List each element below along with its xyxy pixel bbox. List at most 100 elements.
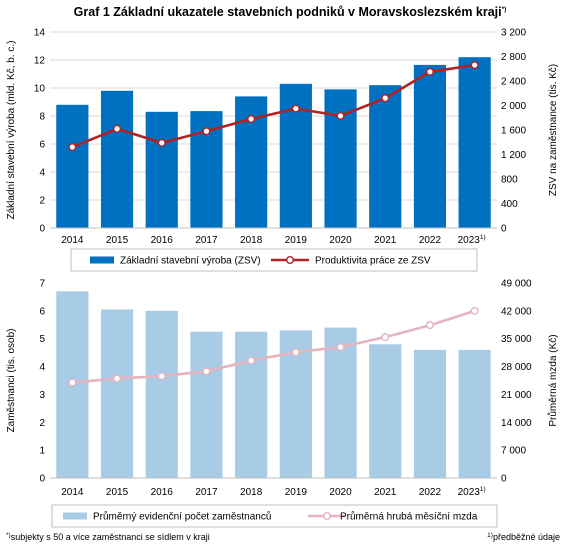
y-right-tick-label: 42 000 <box>501 306 532 317</box>
y-left-tick-label: 8 <box>39 112 45 123</box>
y-right-tick-label: 0 <box>501 474 507 485</box>
y-left-tick-label: 4 <box>39 168 45 179</box>
legend-box <box>51 504 498 528</box>
line-point <box>68 143 77 152</box>
bar <box>190 331 223 478</box>
x-tick-label: 2020 <box>329 235 352 246</box>
legend-bar-label: Průměrný evidenční počet zaměstnanců <box>93 511 271 523</box>
line-point <box>381 333 390 342</box>
legend-line-marker <box>323 512 332 521</box>
bar <box>458 57 491 229</box>
x-tick-label: 2017 <box>195 235 218 246</box>
x-tick-label: 2020 <box>329 487 352 498</box>
x-tick-label: 2018 <box>240 235 263 246</box>
y-left-tick-label: 1 <box>39 446 45 457</box>
line-point <box>425 321 434 330</box>
x-tick-label: 20231) <box>458 234 486 246</box>
x-tick-label: 2014 <box>61 487 84 498</box>
y-right-axis-title: ZSV na zaměstnance (tis. Kč) <box>548 64 559 196</box>
x-tick-label: 2016 <box>151 235 174 246</box>
legend-bar-swatch <box>90 256 114 264</box>
series-line <box>71 63 475 149</box>
y-right-tick-label: 800 <box>501 175 518 186</box>
y-left-tick-label: 14 <box>34 28 46 39</box>
x-tick-label: 2019 <box>285 487 308 498</box>
bar <box>369 85 402 228</box>
y-left-axis-title: Základní stavební výroba (mld. Kč, b. c.… <box>6 41 17 220</box>
y-right-tick-label: 7 000 <box>501 446 526 457</box>
x-tick-superscript: 1) <box>480 234 486 241</box>
line-point <box>157 372 166 381</box>
y-right-tick-label: 400 <box>501 199 518 210</box>
x-tick-label: 2021 <box>374 487 397 498</box>
y-right-tick-label: 0 <box>501 224 507 235</box>
x-tick-label: 2019 <box>285 235 308 246</box>
line-point <box>291 104 300 113</box>
y-left-tick-label: 10 <box>34 84 46 95</box>
bar <box>369 344 402 478</box>
y-left-tick-label: 6 <box>39 306 45 317</box>
legend-line-label: Průměrná hrubá měsíční mzda <box>340 511 478 523</box>
footnote-subjects: *)subjekty s 50 a více zaměstnanci se sí… <box>6 532 210 542</box>
x-tick-superscript: 1) <box>480 486 486 493</box>
y-right-tick-label: 35 000 <box>501 334 532 345</box>
x-tick-label: 2021 <box>374 235 397 246</box>
y-right-tick-label: 21 000 <box>501 390 532 401</box>
line-point <box>202 127 211 136</box>
legend-bar-label: Základní stavební výroba (ZSV) <box>120 256 261 267</box>
y-left-tick-label: 4 <box>39 362 45 373</box>
line-point <box>470 61 479 70</box>
line-point <box>113 374 122 383</box>
legend-line-marker <box>286 256 295 265</box>
bar <box>100 90 134 228</box>
y-left-tick-label: 6 <box>39 140 45 151</box>
x-tick-label: 2014 <box>61 235 84 246</box>
y-right-tick-label: 2 800 <box>501 52 526 63</box>
bar <box>56 104 89 228</box>
legend-bar-swatch <box>63 512 87 520</box>
bottom-chart-panel: 0 1 2 3 4 5 6 7 0 7 000 14 000 21 000 28 000 35 000 42… <box>6 279 559 528</box>
line-point <box>157 138 166 147</box>
bar <box>413 349 447 478</box>
x-tick-label: 2022 <box>419 235 442 246</box>
y-right-tick-label: 3 200 <box>501 28 526 39</box>
top-chart-panel: 0 2 4 6 8 10 12 14 0 400 800 1 200 1 600 2 000 2 400 2 … <box>6 28 559 272</box>
x-tick-label: 2016 <box>151 487 174 498</box>
x-tick-label: 2022 <box>419 487 442 498</box>
y-left-axis-title: Zaměstnanci (tis. osob) <box>6 329 17 433</box>
x-tick-label: 2017 <box>195 487 218 498</box>
y-right-tick-label: 49 000 <box>501 279 532 290</box>
x-tick-label: 2018 <box>240 487 263 498</box>
y-left-tick-label: 0 <box>39 474 45 485</box>
bar <box>324 327 357 478</box>
bar <box>100 309 134 478</box>
y-right-tick-label: 2 400 <box>501 77 526 88</box>
x-tick-label: 20231) <box>458 486 486 498</box>
bar <box>145 310 178 478</box>
y-right-axis-title: Průměrná mzda (Kč) <box>547 334 559 426</box>
y-left-tick-label: 5 <box>39 334 45 345</box>
y-left-tick-label: 2 <box>39 418 45 429</box>
y-right-tick-label: 2 000 <box>501 101 526 112</box>
x-tick-label: 2015 <box>106 235 129 246</box>
bar <box>145 111 178 228</box>
series-line <box>72 309 476 384</box>
y-right-tick-label: 14 000 <box>501 418 532 429</box>
line-point <box>291 348 300 357</box>
line-point <box>425 67 434 76</box>
line-point <box>336 343 345 352</box>
line-point <box>113 124 122 133</box>
line-point <box>202 367 211 376</box>
bar <box>235 331 268 478</box>
bar <box>413 64 447 229</box>
bar <box>458 349 491 478</box>
line-point <box>336 111 345 120</box>
x-tick-label: 2015 <box>106 487 129 498</box>
y-right-tick-label: 1 600 <box>501 126 526 137</box>
y-left-tick-label: 12 <box>34 56 46 67</box>
footnote-preliminary: 1)předběžné údaje <box>487 532 560 542</box>
y-left-tick-label: 7 <box>39 279 45 290</box>
line-point <box>68 378 77 387</box>
y-right-tick-label: 28 000 <box>501 362 532 373</box>
